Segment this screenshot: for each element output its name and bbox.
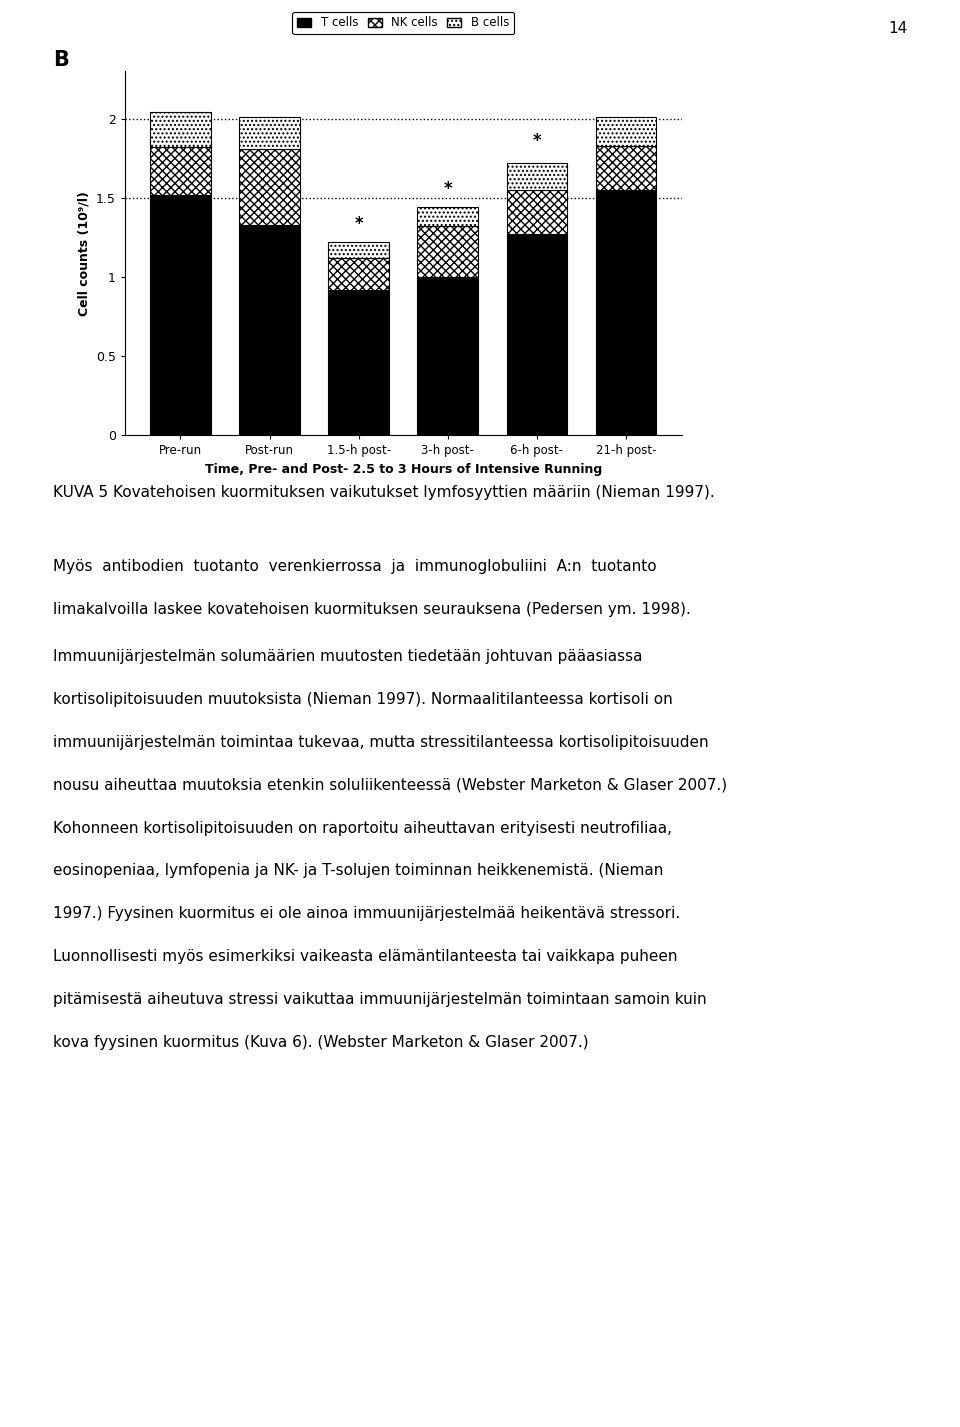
Text: *: * (444, 180, 452, 198)
Text: pitämisestä aiheutuva stressi vaikuttaa immuunijärjestelmän toimintaan samoin ku: pitämisestä aiheutuva stressi vaikuttaa … (53, 992, 707, 1007)
Text: nousu aiheuttaa muutoksia etenkin soluliikenteessä (Webster Marketon & Glaser 20: nousu aiheuttaa muutoksia etenkin soluli… (53, 778, 727, 793)
Bar (328, 258, 389, 290)
Bar (328, 243, 389, 258)
Text: Kohonneen kortisolipitoisuuden on raportoitu aiheuttavan erityisesti neutrofilia: Kohonneen kortisolipitoisuuden on raport… (53, 821, 672, 836)
Text: *: * (533, 133, 541, 150)
Bar (150, 113, 210, 147)
Bar (239, 225, 300, 435)
Bar (150, 147, 210, 194)
Bar (596, 117, 657, 146)
Bar (418, 207, 478, 227)
X-axis label: Time, Pre- and Post- 2.5 to 3 Hours of Intensive Running: Time, Pre- and Post- 2.5 to 3 Hours of I… (204, 462, 602, 475)
Text: immuunijärjestelmän toimintaa tukevaa, mutta stressitilanteessa kortisolipitoisu: immuunijärjestelmän toimintaa tukevaa, m… (53, 735, 708, 751)
Text: *: * (354, 214, 363, 233)
Text: Luonnollisesti myös esimerkiksi vaikeasta elämäntilanteesta tai vaikkapa puheen: Luonnollisesti myös esimerkiksi vaikeast… (53, 949, 678, 965)
Bar (596, 190, 657, 435)
Text: kortisolipitoisuuden muutoksista (Nieman 1997). Normaalitilanteessa kortisoli on: kortisolipitoisuuden muutoksista (Nieman… (53, 692, 673, 708)
Bar (418, 277, 478, 435)
Text: KUVA 5 Kovatehoisen kuormituksen vaikutukset lymfosyyttien määriin (Nieman 1997): KUVA 5 Kovatehoisen kuormituksen vaikutu… (53, 485, 714, 501)
Bar (507, 190, 567, 234)
Text: B: B (53, 50, 69, 70)
Text: Myös  antibodien  tuotanto  verenkierrossa  ja  immunoglobuliini  A:n  tuotanto: Myös antibodien tuotanto verenkierrossa … (53, 559, 657, 575)
Y-axis label: Cell counts (10⁹/l): Cell counts (10⁹/l) (77, 191, 90, 315)
Bar (150, 194, 210, 435)
Bar (239, 148, 300, 225)
Bar (418, 227, 478, 277)
Legend: T cells, NK cells, B cells: T cells, NK cells, B cells (293, 11, 514, 34)
Bar (507, 163, 567, 190)
Text: 14: 14 (888, 21, 907, 37)
Text: limakalvoilla laskee kovatehoisen kuormituksen seurauksena (Pedersen ym. 1998).: limakalvoilla laskee kovatehoisen kuormi… (53, 602, 690, 618)
Bar (328, 290, 389, 435)
Text: Immuunijärjestelmän solumäärien muutosten tiedetään johtuvan pääasiassa: Immuunijärjestelmän solumäärien muutoste… (53, 649, 642, 665)
Text: kova fyysinen kuormitus (Kuva 6). (Webster Marketon & Glaser 2007.): kova fyysinen kuormitus (Kuva 6). (Webst… (53, 1035, 588, 1050)
Bar (239, 117, 300, 148)
Text: eosinopeniaa, lymfopenia ja NK- ja T-solujen toiminnan heikkenemistä. (Nieman: eosinopeniaa, lymfopenia ja NK- ja T-sol… (53, 863, 663, 879)
Bar (507, 234, 567, 435)
Text: 1997.) Fyysinen kuormitus ei ole ainoa immuunijärjestelmää heikentävä stressori.: 1997.) Fyysinen kuormitus ei ole ainoa i… (53, 906, 680, 922)
Bar (596, 146, 657, 190)
